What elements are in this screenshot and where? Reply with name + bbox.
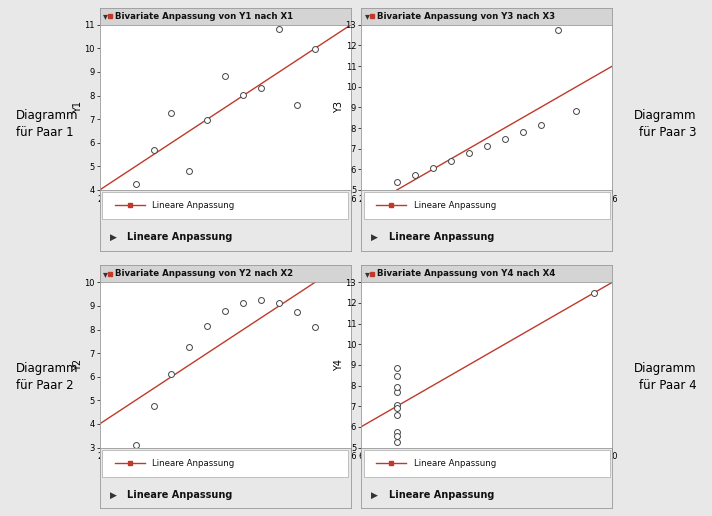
X-axis label: X2: X2 xyxy=(219,463,232,473)
Point xyxy=(166,369,177,378)
Text: Bivariate Anpassung von Y4 nach X4: Bivariate Anpassung von Y4 nach X4 xyxy=(377,269,555,278)
Bar xyxy=(364,192,609,219)
Text: ▾: ▾ xyxy=(365,269,370,279)
Text: Lineare Anpassung: Lineare Anpassung xyxy=(152,201,235,210)
Point xyxy=(409,171,421,179)
Point xyxy=(273,299,285,307)
Text: Bivariate Anpassung von Y2 nach X2: Bivariate Anpassung von Y2 nach X2 xyxy=(115,269,293,278)
Text: Bivariate Anpassung von Y1 nach X1: Bivariate Anpassung von Y1 nach X1 xyxy=(115,12,293,21)
Point xyxy=(219,72,231,80)
X-axis label: X1: X1 xyxy=(219,205,231,215)
Point xyxy=(391,432,402,440)
Text: ▶: ▶ xyxy=(371,233,378,242)
Point xyxy=(535,121,546,129)
Text: Lineare Anpassung: Lineare Anpassung xyxy=(127,490,233,500)
Point xyxy=(148,402,159,411)
Text: Lineare Anpassung: Lineare Anpassung xyxy=(414,201,496,210)
Point xyxy=(391,372,402,380)
Point xyxy=(184,343,195,351)
Point xyxy=(219,307,231,315)
Point xyxy=(256,84,267,92)
Text: Bivariate Anpassung von Y3 nach X3: Bivariate Anpassung von Y3 nach X3 xyxy=(377,12,555,21)
Point xyxy=(553,26,564,34)
Point xyxy=(391,428,402,436)
Point xyxy=(589,288,600,297)
Text: Lineare Anpassung: Lineare Anpassung xyxy=(127,232,233,243)
Text: Diagramm
für Paar 1: Diagramm für Paar 1 xyxy=(16,109,78,139)
Point xyxy=(427,164,439,172)
Point xyxy=(310,45,321,54)
Text: ▶: ▶ xyxy=(371,490,378,499)
Point xyxy=(463,149,474,157)
Point xyxy=(310,323,321,331)
Point xyxy=(499,135,511,143)
Text: Lineare Anpassung: Lineare Anpassung xyxy=(389,490,494,500)
Bar xyxy=(364,450,609,477)
Text: Diagramm
für Paar 4: Diagramm für Paar 4 xyxy=(634,362,696,392)
Point xyxy=(481,142,493,151)
Point xyxy=(238,298,249,307)
Point xyxy=(391,364,402,373)
Point xyxy=(391,405,402,413)
Bar xyxy=(103,450,348,477)
Point xyxy=(391,383,402,392)
Bar xyxy=(103,192,348,219)
Point xyxy=(201,116,213,124)
Point xyxy=(256,296,267,304)
Text: Lineare Anpassung: Lineare Anpassung xyxy=(389,232,494,243)
Point xyxy=(166,109,177,118)
Point xyxy=(445,156,456,165)
Point xyxy=(517,128,528,136)
Point xyxy=(391,178,402,186)
Point xyxy=(148,146,159,154)
Point xyxy=(391,411,402,419)
Y-axis label: Y3: Y3 xyxy=(334,101,344,114)
Point xyxy=(391,438,402,446)
Point xyxy=(291,101,303,109)
Text: Diagramm
für Paar 2: Diagramm für Paar 2 xyxy=(16,362,78,392)
Point xyxy=(391,388,402,396)
Text: ▾: ▾ xyxy=(365,11,370,21)
Point xyxy=(130,441,141,449)
Y-axis label: Y1: Y1 xyxy=(73,101,83,114)
Y-axis label: Y2: Y2 xyxy=(73,359,83,371)
Point xyxy=(391,401,402,410)
Text: Lineare Anpassung: Lineare Anpassung xyxy=(152,459,235,467)
Text: Lineare Anpassung: Lineare Anpassung xyxy=(414,459,496,467)
Text: ▶: ▶ xyxy=(110,233,117,242)
Point xyxy=(130,180,141,188)
Point xyxy=(184,167,195,175)
Text: ▾: ▾ xyxy=(103,269,108,279)
Point xyxy=(291,308,303,316)
Text: ▾: ▾ xyxy=(103,11,108,21)
Point xyxy=(571,106,582,115)
X-axis label: X4: X4 xyxy=(481,463,493,473)
Y-axis label: Y4: Y4 xyxy=(334,359,344,371)
Point xyxy=(238,90,249,99)
X-axis label: X3: X3 xyxy=(481,205,493,215)
Text: ▶: ▶ xyxy=(110,490,117,499)
Point xyxy=(201,322,213,330)
Text: Diagramm
für Paar 3: Diagramm für Paar 3 xyxy=(634,109,696,139)
Point xyxy=(273,24,285,33)
